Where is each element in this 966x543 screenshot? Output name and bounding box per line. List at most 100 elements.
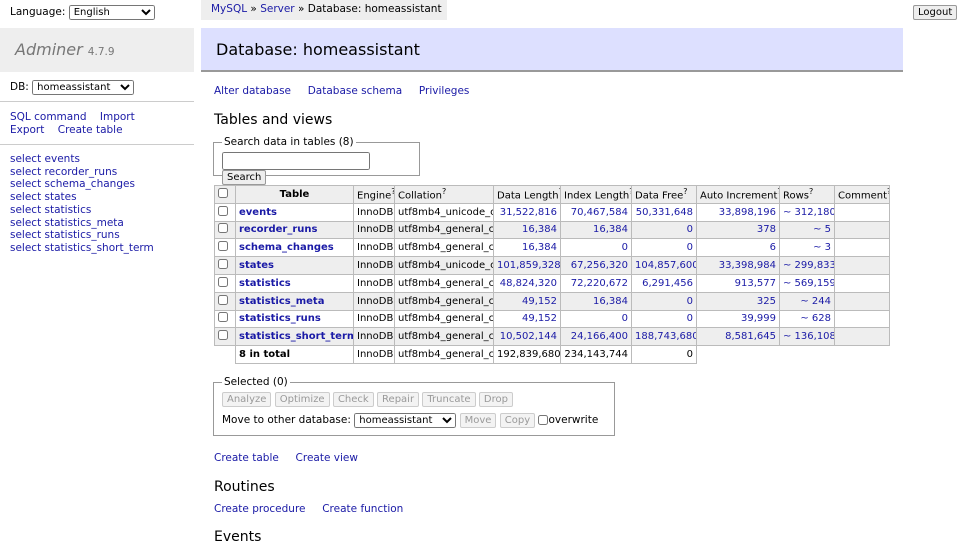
table-link[interactable]: statistics_short_term xyxy=(239,331,354,343)
help-mark[interactable]: ? xyxy=(629,187,630,196)
value-link[interactable]: 378 xyxy=(756,224,776,236)
logo-name[interactable]: Adminer xyxy=(15,40,83,59)
value-link[interactable]: ~ 3 xyxy=(813,242,831,254)
select-link[interactable]: select states xyxy=(10,191,77,204)
value-link[interactable]: 0 xyxy=(686,224,693,236)
value-link[interactable]: ~ 299,833 xyxy=(783,260,835,272)
value-link[interactable]: 188,743,680 xyxy=(635,331,697,343)
value-link[interactable]: 8,581,645 xyxy=(725,331,776,343)
value-link[interactable]: 10,502,144 xyxy=(499,331,557,343)
help-mark[interactable]: ? xyxy=(777,187,778,196)
copy-button[interactable]: Copy xyxy=(499,413,536,428)
db-select[interactable]: homeassistant xyxy=(32,80,135,95)
routine-link[interactable]: Create procedure xyxy=(214,503,306,515)
value-link[interactable]: 39,999 xyxy=(741,313,776,325)
value-link[interactable]: 6,291,456 xyxy=(642,277,693,289)
action-button[interactable]: Optimize xyxy=(274,392,330,407)
value-link[interactable]: 104,857,600 xyxy=(635,260,697,272)
logout-button[interactable]: Logout xyxy=(913,5,958,20)
sql-command-link[interactable]: SQL command xyxy=(10,111,87,123)
value-link[interactable]: 49,152 xyxy=(522,313,557,325)
value-link[interactable]: 16,384 xyxy=(522,224,557,236)
action-button[interactable]: Analyze xyxy=(222,392,272,407)
value-link[interactable]: 24,166,400 xyxy=(570,331,628,343)
breadcrumb-link[interactable]: Server xyxy=(260,3,295,15)
db-link[interactable]: Privileges xyxy=(418,85,470,97)
move-button[interactable]: Move xyxy=(459,413,497,428)
value-link[interactable]: 16,384 xyxy=(593,295,628,307)
value-link[interactable]: 6 xyxy=(769,242,776,254)
value-link[interactable]: 0 xyxy=(686,295,693,307)
help-mark[interactable]: ? xyxy=(809,187,814,197)
value-link[interactable]: ~ 136,108 xyxy=(783,331,835,343)
row-checkbox[interactable] xyxy=(218,294,228,305)
language-select[interactable]: English xyxy=(68,5,155,20)
value-link[interactable]: 325 xyxy=(756,295,776,307)
table-link[interactable]: statistics xyxy=(239,277,291,289)
value-link[interactable]: 16,384 xyxy=(593,224,628,236)
table-link[interactable]: states xyxy=(239,260,274,272)
action-button[interactable]: Drop xyxy=(478,392,513,407)
help-mark[interactable]: ? xyxy=(559,187,560,196)
db-link[interactable]: Database schema xyxy=(307,85,403,97)
help-mark[interactable]: ? xyxy=(887,187,889,196)
help-mark[interactable]: ? xyxy=(441,187,447,197)
table-link[interactable]: recorder_runs xyxy=(239,224,318,236)
target-db-select[interactable]: homeassistant xyxy=(354,413,457,428)
action-button[interactable]: Check xyxy=(332,392,374,407)
breadcrumb-link[interactable]: MySQL xyxy=(211,3,248,15)
help-mark[interactable]: ? xyxy=(391,187,393,196)
value-link[interactable]: ~ 628 xyxy=(800,313,831,325)
row-checkbox[interactable] xyxy=(218,330,228,341)
row-checkbox[interactable] xyxy=(218,205,228,216)
select-link[interactable]: select statistics_meta xyxy=(10,216,124,229)
select-link[interactable]: select statistics_short_term xyxy=(10,241,154,254)
table-link[interactable]: schema_changes xyxy=(239,242,334,254)
value-link[interactable]: 0 xyxy=(686,242,693,254)
value-link[interactable]: 50,331,648 xyxy=(635,206,693,218)
table-link[interactable]: statistics_runs xyxy=(239,313,321,325)
table-link[interactable]: events xyxy=(239,206,277,218)
search-input[interactable] xyxy=(222,152,370,170)
row-checkbox[interactable] xyxy=(218,276,228,287)
create-link[interactable]: Create table xyxy=(214,452,279,464)
create-link[interactable]: Create view xyxy=(295,452,358,464)
select-link[interactable]: select schema_changes xyxy=(10,178,135,191)
value-link[interactable]: 70,467,584 xyxy=(570,206,628,218)
select-link[interactable]: select statistics_runs xyxy=(10,229,120,242)
value-link[interactable]: 0 xyxy=(621,242,628,254)
table-link[interactable]: statistics_meta xyxy=(239,295,325,307)
value-link[interactable]: 33,398,984 xyxy=(718,260,776,272)
value-link[interactable]: 48,824,320 xyxy=(499,277,557,289)
value-link[interactable]: ~ 5 xyxy=(813,224,831,236)
value-link[interactable]: 101,859,328 xyxy=(497,260,561,272)
routine-link[interactable]: Create function xyxy=(322,503,404,515)
value-link[interactable]: 0 xyxy=(621,313,628,325)
value-link[interactable]: 31,522,816 xyxy=(499,206,557,218)
row-checkbox[interactable] xyxy=(218,312,228,323)
row-checkbox[interactable] xyxy=(218,241,228,252)
action-button[interactable]: Repair xyxy=(377,392,420,407)
import-link[interactable]: Import xyxy=(99,111,135,123)
help-mark[interactable]: ? xyxy=(683,187,688,197)
action-button[interactable]: Truncate xyxy=(422,392,476,407)
db-link[interactable]: Alter database xyxy=(214,85,292,97)
value-link[interactable]: 67,256,320 xyxy=(570,260,628,272)
row-checkbox[interactable] xyxy=(218,259,228,270)
value-link[interactable]: 16,384 xyxy=(522,242,557,254)
row-checkbox[interactable] xyxy=(218,223,228,234)
search-button[interactable]: Search xyxy=(222,170,267,185)
create-table-link[interactable]: Create table xyxy=(57,124,123,136)
value-link[interactable]: 913,577 xyxy=(734,277,776,289)
overwrite-checkbox[interactable] xyxy=(538,415,549,425)
value-link[interactable]: ~ 569,159 xyxy=(783,277,835,289)
value-link[interactable]: 49,152 xyxy=(522,295,557,307)
select-link[interactable]: select statistics xyxy=(10,203,92,216)
select-all-checkbox[interactable] xyxy=(218,187,228,198)
value-link[interactable]: 33,898,196 xyxy=(718,206,776,218)
value-link[interactable]: 0 xyxy=(686,313,693,325)
value-link[interactable]: 72,220,672 xyxy=(570,277,628,289)
value-link[interactable]: ~ 244 xyxy=(800,295,831,307)
select-link[interactable]: select recorder_runs xyxy=(10,165,118,178)
value-link[interactable]: ~ 312,180 xyxy=(783,206,835,218)
